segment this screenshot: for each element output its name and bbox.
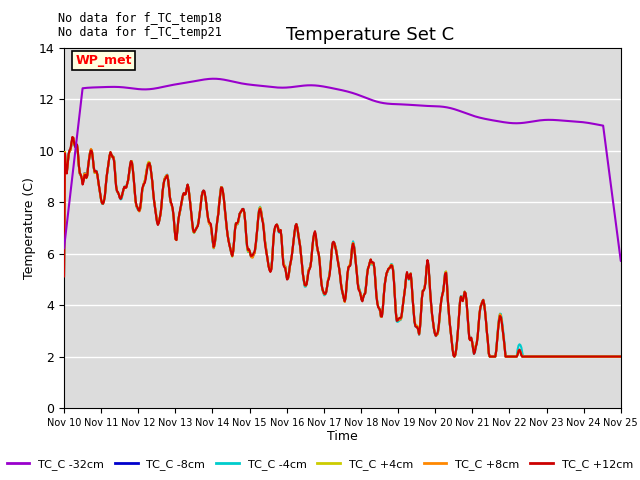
Text: WP_met: WP_met [75, 54, 132, 67]
Text: No data for f_TC_temp18: No data for f_TC_temp18 [58, 12, 221, 24]
Legend: TC_C -32cm, TC_C -8cm, TC_C -4cm, TC_C +4cm, TC_C +8cm, TC_C +12cm: TC_C -32cm, TC_C -8cm, TC_C -4cm, TC_C +… [3, 455, 637, 474]
X-axis label: Time: Time [327, 431, 358, 444]
Title: Temperature Set C: Temperature Set C [286, 25, 454, 44]
Text: No data for f_TC_temp21: No data for f_TC_temp21 [58, 26, 221, 39]
Y-axis label: Temperature (C): Temperature (C) [22, 177, 36, 279]
